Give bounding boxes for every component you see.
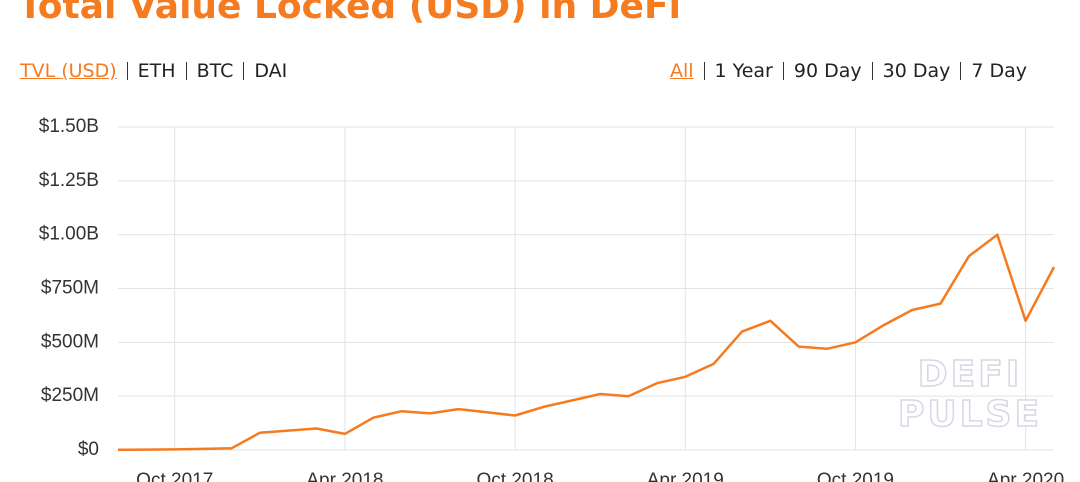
tab[interactable]: ETH: [137, 60, 176, 82]
x-tick-label: Apr 2019: [647, 470, 724, 482]
separator: [185, 62, 187, 80]
tab[interactable]: TVL (USD): [20, 60, 117, 82]
x-tick-label: Apr 2018: [306, 470, 383, 482]
tab[interactable]: 90 Day: [793, 60, 862, 82]
tab[interactable]: BTC: [196, 60, 234, 82]
separator: [782, 62, 784, 80]
watermark: PULSE: [898, 394, 1042, 435]
tab[interactable]: 7 Day: [971, 60, 1027, 82]
tab[interactable]: 1 Year: [714, 60, 773, 82]
y-tick-label: $1.50B: [39, 116, 99, 137]
separator: [126, 62, 128, 80]
y-tick-label: $1.00B: [39, 224, 99, 245]
tab[interactable]: 30 Day: [882, 60, 951, 82]
separator: [243, 62, 245, 80]
watermark: DEFI: [918, 354, 1022, 395]
tab[interactable]: All: [669, 60, 694, 82]
data-line: [117, 233, 1056, 452]
separator: [871, 62, 873, 80]
separator: [960, 62, 962, 80]
x-tick-label: Apr 2020: [987, 470, 1064, 482]
y-tick-label: $1.25B: [39, 170, 99, 191]
x-tick-label: Oct 2019: [817, 470, 894, 482]
chart-title: Total Value Locked (USD) in DeFi: [18, 0, 681, 27]
y-tick-label: $750M: [41, 278, 99, 299]
y-tick-label: $500M: [41, 331, 99, 352]
x-tick-label: Oct 2018: [477, 470, 554, 482]
y-tick-label: $250M: [41, 385, 99, 406]
range-tabs: All 1 Year 90 Day 30 Day 7 Day: [670, 60, 1027, 82]
y-tick-label: $0: [78, 439, 99, 460]
metric-tabs: TVL (USD) ETH BTC DAI: [20, 60, 287, 82]
tab[interactable]: DAI: [254, 60, 288, 82]
x-tick-label: Oct 2017: [136, 470, 213, 482]
separator: [703, 62, 705, 80]
